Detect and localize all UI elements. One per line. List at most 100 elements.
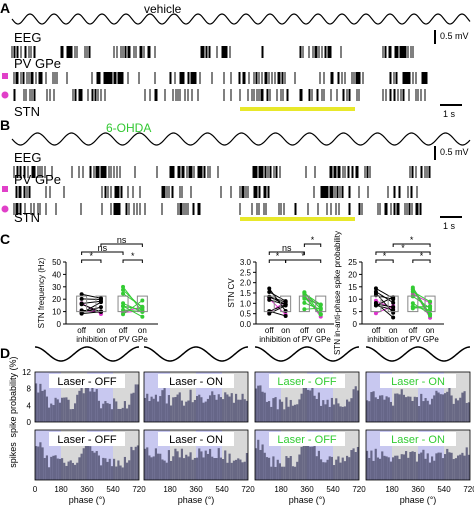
histogram-bar xyxy=(459,397,462,422)
panel-letter-a: A xyxy=(0,0,10,16)
histogram-bar xyxy=(121,407,124,422)
data-point xyxy=(283,299,288,304)
histogram-bar xyxy=(150,457,153,480)
histogram-bar xyxy=(187,456,190,480)
histogram-bar xyxy=(398,394,401,422)
histogram-bar xyxy=(409,396,412,422)
x-tick-label: 540 xyxy=(106,485,120,494)
significance-label: * xyxy=(383,251,387,261)
histogram-bar xyxy=(126,408,129,422)
box-plot xyxy=(136,295,148,313)
histogram-bar xyxy=(134,384,137,422)
raster-row-b3 xyxy=(13,203,422,215)
histogram-bar xyxy=(278,463,281,480)
data-point xyxy=(391,296,396,301)
x-tick-label: 0 xyxy=(33,485,38,494)
histogram-bar xyxy=(69,409,72,422)
histogram-bar xyxy=(396,455,399,480)
histogram-bar xyxy=(341,406,344,422)
histogram-bar xyxy=(87,381,90,422)
laser-bar-a xyxy=(240,107,355,111)
histogram-bar xyxy=(165,403,168,422)
histogram-bar xyxy=(405,451,408,480)
x-tick-label: 720 xyxy=(241,485,255,494)
histogram-bar xyxy=(84,445,87,480)
histogram-bar xyxy=(343,461,346,480)
histogram-bar xyxy=(115,401,118,422)
histogram-bar xyxy=(387,397,390,422)
data-point xyxy=(318,306,323,311)
histogram-bar xyxy=(224,450,227,480)
y-tick-label: 5 xyxy=(353,308,358,317)
histogram-bar xyxy=(315,398,318,422)
histogram-bar xyxy=(243,399,246,422)
data-point xyxy=(373,293,378,298)
histogram-bar xyxy=(257,439,260,480)
histogram-bar xyxy=(389,461,392,480)
histogram-bar xyxy=(422,401,425,422)
histogram-bar xyxy=(317,392,320,422)
data-point xyxy=(121,291,126,296)
histogram-bar xyxy=(263,452,266,480)
histogram-bar xyxy=(176,394,179,422)
x-tick-label: on xyxy=(316,326,325,335)
histogram-bar xyxy=(278,399,281,422)
histogram-bar xyxy=(276,409,279,422)
histogram-bar xyxy=(189,452,192,480)
box-plot xyxy=(424,295,436,313)
histogram-bar xyxy=(219,457,222,480)
histogram-bar xyxy=(170,405,173,422)
data-point xyxy=(302,300,307,305)
histogram-bar xyxy=(431,456,434,480)
histogram-bar xyxy=(366,450,369,480)
histogram-bar xyxy=(356,446,359,480)
histogram-bar xyxy=(180,400,183,422)
histogram-bar xyxy=(257,385,260,422)
histogram-bar xyxy=(454,398,457,422)
histogram-bar xyxy=(113,398,116,422)
histogram-bar xyxy=(418,453,421,480)
histogram-bar xyxy=(396,393,399,422)
histogram-bar xyxy=(441,394,444,422)
histogram-bar xyxy=(180,448,183,480)
histogram-bar xyxy=(422,449,425,480)
stn-label-b: STN xyxy=(14,210,40,225)
histogram-bar xyxy=(444,454,447,480)
histogram-bar xyxy=(467,402,470,422)
histogram-bar xyxy=(178,392,181,422)
histogram-bar xyxy=(80,384,83,422)
histogram-bar xyxy=(200,451,203,480)
histogram-bar xyxy=(320,459,323,480)
histogram-bar xyxy=(61,397,64,422)
histogram-bar xyxy=(465,402,468,422)
histogram-bar xyxy=(435,390,438,422)
histogram-bar xyxy=(287,406,290,422)
histogram-bar xyxy=(132,392,135,422)
panel-letter-c: C xyxy=(0,231,10,247)
histogram-bar xyxy=(407,396,410,422)
histogram-bar xyxy=(130,446,133,480)
histogram-bar xyxy=(463,455,466,480)
histogram-y-axis: 0 4 8 12 spike probability (%) spikes xyxy=(8,356,32,467)
x-tick-label: 360 xyxy=(189,485,203,494)
histogram-bar xyxy=(343,406,346,422)
histogram-bar xyxy=(339,462,342,480)
data-point xyxy=(121,304,126,309)
histogram-bar xyxy=(322,462,325,480)
histogram-bar xyxy=(381,451,384,480)
histogram-bar xyxy=(104,401,107,422)
histogram-bar xyxy=(452,403,455,422)
significance-label: * xyxy=(301,251,305,261)
histogram-bar xyxy=(78,390,81,422)
paired-line xyxy=(412,287,431,315)
histogram-bar xyxy=(161,459,164,480)
histogram-bar xyxy=(63,397,66,422)
y-tick-label: 12 xyxy=(22,368,31,377)
histogram-bar xyxy=(43,457,46,480)
histogram-bar xyxy=(402,454,405,480)
histogram-bar xyxy=(82,448,85,480)
histogram-bar xyxy=(452,459,455,480)
significance-label: * xyxy=(311,235,315,245)
marker-square-b xyxy=(2,186,8,192)
